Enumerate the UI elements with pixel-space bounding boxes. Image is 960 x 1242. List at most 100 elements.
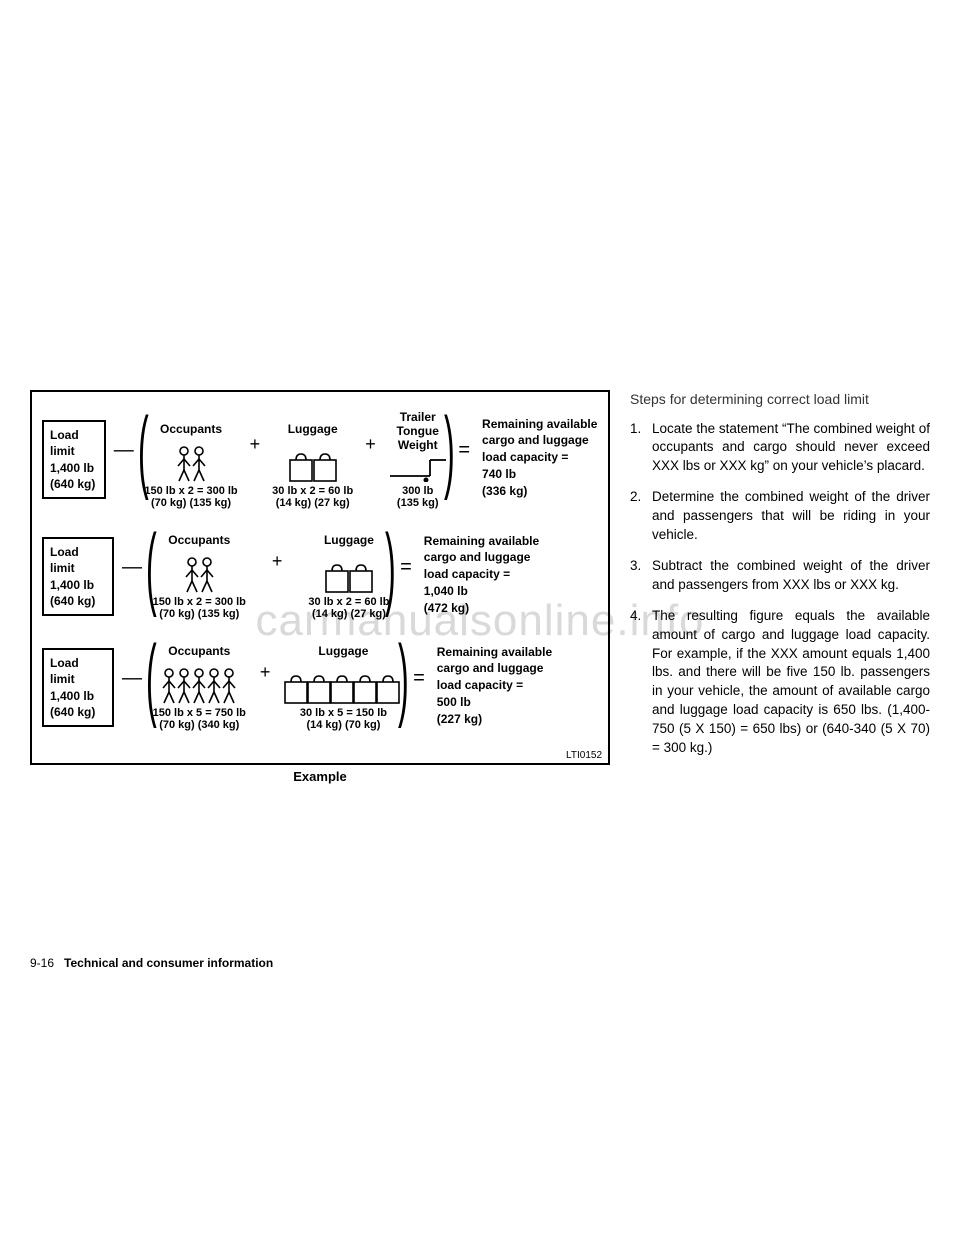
load-l3: (640 kg) [50, 476, 98, 492]
line2: (70 kg) (340 kg) [153, 719, 246, 731]
bracket-group: ( Occupants 150 lb x 2 = 300 lb (70 kg) … [150, 533, 392, 620]
line1: 30 lb x 2 = 60 lb [308, 596, 389, 608]
r5: (336 kg) [482, 483, 598, 500]
load-limit-box: Load limit 1,400 lb (640 kg) [42, 420, 106, 499]
right-bracket-icon: ) [398, 646, 409, 710]
minus-sign: — [120, 667, 144, 690]
step-num: 2. [630, 488, 652, 545]
step-body: Subtract the combined weight of the driv… [652, 557, 930, 595]
minus-sign: — [120, 556, 144, 579]
step-1: 1. Locate the statement “The combined we… [630, 420, 930, 477]
step-num: 3. [630, 557, 652, 595]
plus-sign: + [359, 434, 382, 455]
load-l2: 1,400 lb [50, 460, 98, 476]
label: Trailer Tongue [388, 410, 448, 438]
label: Occupants [153, 644, 246, 658]
load-l3: (640 kg) [50, 593, 106, 609]
bracket-group: ( Occupants 150 lb x 5 = 750 lb [150, 644, 405, 731]
equals-sign: = [398, 556, 414, 579]
line1: 150 lb x 2 = 300 lb [144, 485, 237, 497]
r5: (227 kg) [437, 711, 573, 728]
load-l2: 1,400 lb [50, 688, 106, 704]
tongue-icon [388, 456, 448, 482]
example-row-1: Load limit 1,400 lb (640 kg) — ( Occupan… [42, 410, 598, 509]
r2: cargo and luggage [424, 549, 560, 566]
r3: load capacity = [424, 566, 560, 583]
line1: 150 lb x 5 = 750 lb [153, 707, 246, 719]
plus-sign: + [254, 662, 277, 683]
step-body: Locate the statement “The combined weigh… [652, 420, 930, 477]
r1: Remaining available [482, 416, 598, 433]
equals-sign: = [456, 439, 472, 462]
load-limit-box: Load limit 1,400 lb (640 kg) [42, 648, 114, 727]
r3: load capacity = [437, 677, 573, 694]
bracket-group: ( Occupants 150 lb x 2 = 300 lb (70 kg) … [142, 410, 451, 509]
load-l1: Load limit [50, 427, 98, 459]
equals-sign: = [411, 667, 427, 690]
luggage-cell: Luggage 30 lb x 2 = 60 lb (14 kg) (27 kg… [272, 422, 353, 509]
result-text: Remaining available cargo and luggage lo… [478, 416, 598, 500]
step-body: Determine the combined weight of the dri… [652, 488, 930, 545]
luggage-icon [284, 662, 402, 704]
label: Luggage [272, 422, 353, 436]
people-icon [153, 662, 246, 704]
figure-column: Load limit 1,400 lb (640 kg) — ( Occupan… [30, 390, 610, 784]
line2: (135 kg) [388, 497, 448, 509]
r4: 740 lb [482, 466, 598, 483]
luggage-cell: Luggage 30 lb x 5 = 150 lb [284, 644, 402, 731]
line1: 30 lb x 2 = 60 lb [272, 485, 353, 497]
r1: Remaining available [424, 533, 560, 550]
figure-box: Load limit 1,400 lb (640 kg) — ( Occupan… [30, 390, 610, 765]
r1: Remaining available [437, 644, 573, 661]
right-bracket-icon: ) [385, 535, 396, 599]
page-footer: 9-16 Technical and consumer information [30, 956, 273, 970]
load-l3: (640 kg) [50, 704, 106, 720]
r4: 1,040 lb [424, 583, 560, 600]
step-4: 4. The resulting figure equals the avail… [630, 607, 930, 758]
line1: 30 lb x 5 = 150 lb [284, 707, 402, 719]
step-num: 1. [630, 420, 652, 477]
people-icon [144, 440, 237, 482]
label2: Weight [388, 438, 448, 452]
label: Luggage [284, 644, 402, 658]
left-bracket-icon: ( [146, 535, 157, 599]
figure-code: LTI0152 [566, 750, 602, 761]
line2: (14 kg) (27 kg) [308, 608, 389, 620]
page-number: 9-16 [30, 956, 54, 970]
result-text: Remaining available cargo and luggage lo… [433, 644, 573, 728]
left-bracket-icon: ( [146, 646, 157, 710]
line1: 150 lb x 2 = 300 lb [153, 596, 246, 608]
line1: 300 lb [388, 485, 448, 497]
luggage-icon [272, 440, 353, 482]
label: Luggage [308, 533, 389, 547]
figure-caption: Example [30, 769, 610, 784]
line2: (70 kg) (135 kg) [153, 608, 246, 620]
text-column: Steps for determining correct load limit… [630, 390, 930, 784]
line2: (70 kg) (135 kg) [144, 497, 237, 509]
luggage-icon [308, 551, 389, 593]
step-num: 4. [630, 607, 652, 758]
occupants-cell: Occupants 150 lb x 5 = 750 lb (70 kg) (3… [153, 644, 246, 731]
example-row-3: Load limit 1,400 lb (640 kg) — ( Occupan… [42, 644, 598, 731]
step-3: 3. Subtract the combined weight of the d… [630, 557, 930, 595]
minus-sign: — [112, 439, 136, 462]
luggage-cell: Luggage 30 lb x 2 = 60 lb (14 kg) (27 kg… [308, 533, 389, 620]
left-bracket-icon: ( [138, 418, 149, 482]
label: Occupants [144, 422, 237, 436]
r5: (472 kg) [424, 600, 560, 617]
load-l1: Load limit [50, 655, 106, 687]
load-limit-box: Load limit 1,400 lb (640 kg) [42, 537, 114, 616]
people-icon [153, 551, 246, 593]
example-row-2: Load limit 1,400 lb (640 kg) — ( Occupan… [42, 533, 598, 620]
line2: (14 kg) (27 kg) [272, 497, 353, 509]
r3: load capacity = [482, 449, 598, 466]
result-text: Remaining available cargo and luggage lo… [420, 533, 560, 617]
line2: (14 kg) (70 kg) [284, 719, 402, 731]
step-2: 2. Determine the combined weight of the … [630, 488, 930, 545]
section-heading: Steps for determining correct load limit [630, 390, 930, 410]
r2: cargo and luggage [437, 660, 573, 677]
r2: cargo and luggage [482, 432, 598, 449]
page-content: Load limit 1,400 lb (640 kg) — ( Occupan… [30, 390, 930, 784]
occupants-cell: Occupants 150 lb x 2 = 300 lb (70 kg) (1… [144, 422, 237, 509]
load-l1: Load limit [50, 544, 106, 576]
